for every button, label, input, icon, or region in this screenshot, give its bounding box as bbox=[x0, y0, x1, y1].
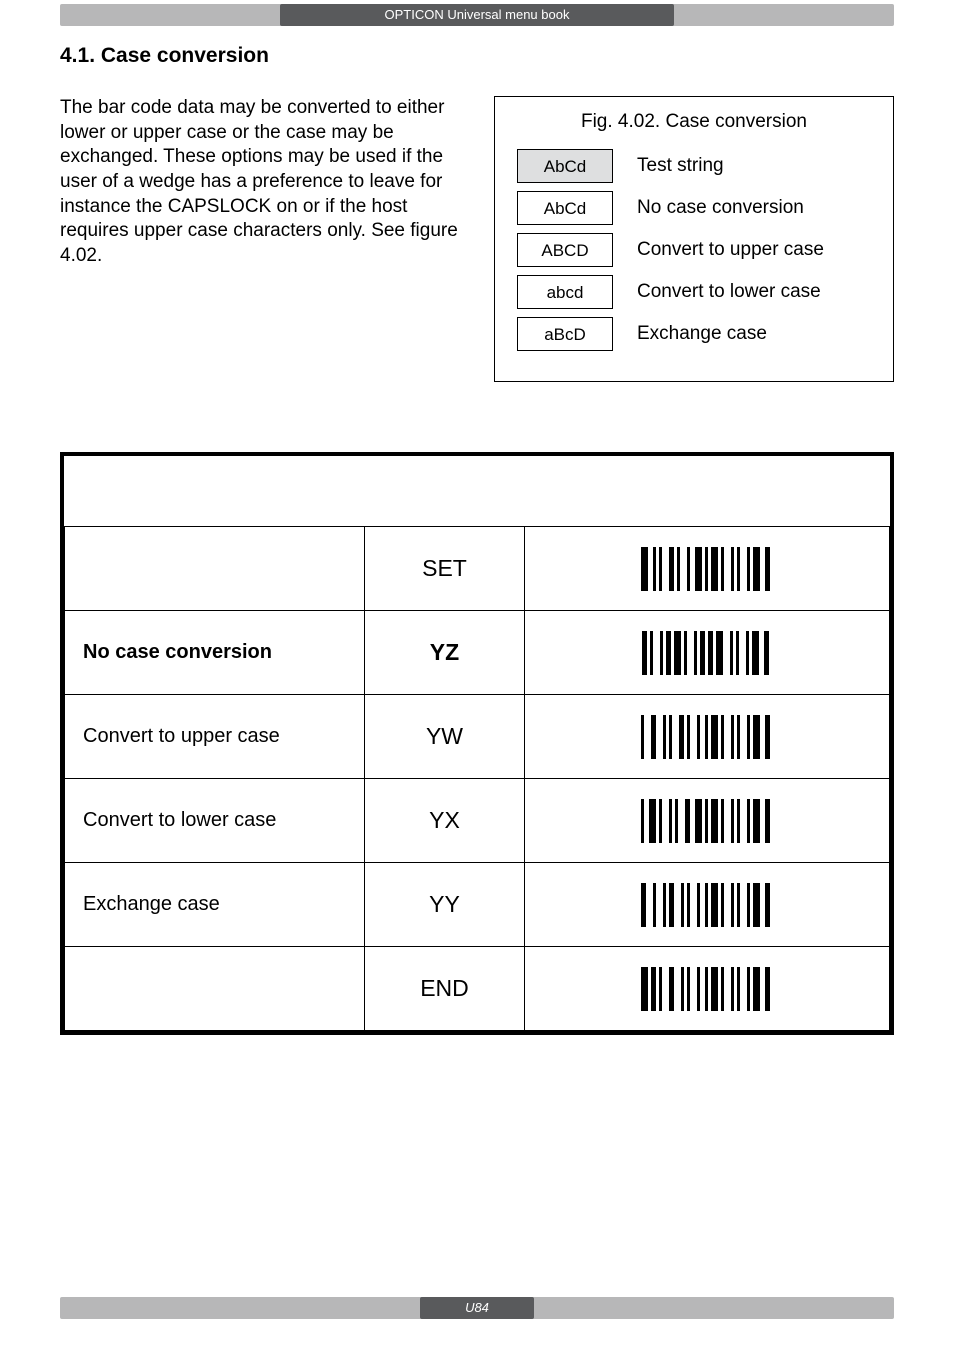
option-label bbox=[65, 947, 365, 1031]
figure-sample: AbCd bbox=[517, 149, 613, 183]
figure-box: Fig. 4.02. Case conversion AbCd Test stri… bbox=[494, 96, 894, 382]
barcode bbox=[635, 547, 779, 591]
footer-label: U84 bbox=[420, 1297, 534, 1319]
figure-row: abcd Convert to lower case bbox=[517, 275, 871, 309]
table-row: No case conversionYZ bbox=[65, 611, 890, 695]
option-barcode-cell bbox=[525, 863, 890, 947]
figure-row: AbCd Test string bbox=[517, 149, 871, 183]
table-row: END bbox=[65, 947, 890, 1031]
figure-sample: abcd bbox=[517, 275, 613, 309]
options-table-frame: SETNo case conversionYZConvert to upper … bbox=[60, 452, 894, 1035]
option-code: END bbox=[365, 947, 525, 1031]
option-barcode-cell bbox=[525, 779, 890, 863]
header-title: OPTICON Universal menu book bbox=[280, 4, 674, 26]
option-code: SET bbox=[365, 527, 525, 611]
option-label: Exchange case bbox=[65, 863, 365, 947]
option-code: YX bbox=[365, 779, 525, 863]
figure-row: aBcD Exchange case bbox=[517, 317, 871, 351]
option-barcode-cell bbox=[525, 611, 890, 695]
figure-sample: aBcD bbox=[517, 317, 613, 351]
barcode bbox=[635, 799, 779, 843]
figure-desc: Convert to upper case bbox=[637, 239, 824, 261]
option-code: YW bbox=[365, 695, 525, 779]
intro-row: The bar code data may be converted to ei… bbox=[60, 96, 894, 382]
page-header: OPTICON Universal menu book bbox=[0, 0, 954, 30]
option-barcode-cell bbox=[525, 527, 890, 611]
page-footer: U84 bbox=[60, 1297, 894, 1319]
table-row: Convert to lower caseYX bbox=[65, 779, 890, 863]
barcode bbox=[635, 967, 779, 1011]
figure-desc: Exchange case bbox=[637, 323, 767, 345]
option-barcode-cell bbox=[525, 947, 890, 1031]
table-row: SET bbox=[65, 527, 890, 611]
barcode bbox=[635, 715, 779, 759]
figure-desc: Test string bbox=[637, 155, 724, 177]
option-code: YZ bbox=[365, 611, 525, 695]
option-label: No case conversion bbox=[65, 611, 365, 695]
option-label: Convert to lower case bbox=[65, 779, 365, 863]
figure-desc: No case conversion bbox=[637, 197, 804, 219]
figure-desc: Convert to lower case bbox=[637, 281, 821, 303]
figure-rows: AbCd Test string AbCd No case conversion ABC… bbox=[495, 149, 893, 381]
figure-sample: AbCd bbox=[517, 191, 613, 225]
figure-row: AbCd No case conversion bbox=[517, 191, 871, 225]
barcode bbox=[636, 631, 778, 675]
barcode bbox=[635, 883, 779, 927]
page: OPTICON Universal menu book 4.1. Case co… bbox=[0, 0, 954, 1349]
option-label bbox=[65, 527, 365, 611]
table-row: Exchange caseYY bbox=[65, 863, 890, 947]
options-table: SETNo case conversionYZConvert to upper … bbox=[64, 526, 890, 1031]
option-code: YY bbox=[365, 863, 525, 947]
figure-sample: ABCD bbox=[517, 233, 613, 267]
section-title: 4.1. Case conversion bbox=[60, 44, 894, 68]
option-barcode-cell bbox=[525, 695, 890, 779]
figure-row: ABCD Convert to upper case bbox=[517, 233, 871, 267]
figure-caption: Fig. 4.02. Case conversion bbox=[495, 97, 893, 149]
option-label: Convert to upper case bbox=[65, 695, 365, 779]
table-row: Convert to upper caseYW bbox=[65, 695, 890, 779]
intro-text: The bar code data may be converted to ei… bbox=[60, 96, 466, 269]
